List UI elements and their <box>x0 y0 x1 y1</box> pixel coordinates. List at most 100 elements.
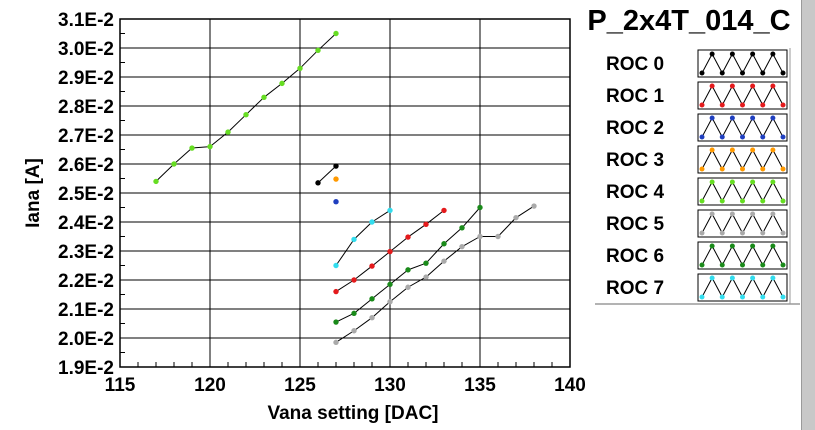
data-point <box>477 233 483 240</box>
data-point <box>531 203 537 209</box>
data-point <box>405 284 411 290</box>
legend-swatch-marker <box>729 115 735 121</box>
legend-swatch-marker <box>699 134 705 140</box>
series-line-segment <box>281 67 301 84</box>
legend-swatch-marker <box>760 262 766 268</box>
series-line-segment <box>263 82 283 98</box>
x-tick-label: 140 <box>554 375 586 396</box>
legend-swatch-marker <box>719 262 725 268</box>
series-line-segment <box>497 217 517 237</box>
legend-label: ROC 0 <box>606 54 664 75</box>
series-line-segment <box>173 147 193 165</box>
y-tick-label: 1.9E-2 <box>58 358 114 379</box>
legend-swatch-marker <box>709 243 715 249</box>
legend-swatch-marker <box>770 115 776 121</box>
legend-swatch-marker <box>760 134 766 140</box>
legend-swatch-marker <box>699 166 705 172</box>
data-point <box>387 248 393 255</box>
legend-swatch-marker <box>750 179 756 185</box>
y-tick-label: 2.9E-2 <box>58 68 114 89</box>
legend-swatch-marker <box>770 51 776 57</box>
legend-swatch-marker <box>780 198 786 204</box>
data-point <box>387 299 393 305</box>
legend-swatch-marker <box>729 211 735 217</box>
series-line-segment <box>155 163 175 182</box>
legend-swatch-marker <box>699 230 705 236</box>
legend-swatch-marker <box>740 294 745 300</box>
legend-swatch-marker <box>709 211 715 217</box>
legend-swatch-marker <box>780 102 786 108</box>
legend-items: ROC 0 ROC 1 ROC 2 ROC 3 ROC 4 ROC 5 ROC 6 ROC 7 <box>606 49 788 302</box>
series-line-segment <box>389 236 409 252</box>
series-line-segment <box>371 251 391 267</box>
data-point <box>225 129 231 135</box>
series-layer <box>153 30 537 346</box>
legend-label: ROC 7 <box>606 278 664 299</box>
series-line-segment <box>227 114 247 133</box>
series-line-segment <box>425 243 445 264</box>
window-right-edge <box>801 0 815 430</box>
series-line-segment <box>317 165 337 184</box>
y-tick-label: 2.1E-2 <box>58 300 114 321</box>
data-point <box>333 319 339 325</box>
x-tick-label: 120 <box>194 375 226 396</box>
legend-swatch-marker <box>740 70 745 76</box>
series-roc-4 <box>153 30 339 185</box>
legend-label: ROC 3 <box>606 150 664 171</box>
data-point <box>333 30 339 37</box>
legend-swatch-marker <box>770 147 776 153</box>
data-point <box>315 47 321 54</box>
x-tick-label: 125 <box>284 375 316 396</box>
axis-ticks: 115 120 125 130 135 140 1.9E-2 2.0E-2 2.1E-2 2.2E… <box>58 10 586 396</box>
data-point <box>189 145 195 151</box>
y-tick-label: 2.2E-2 <box>58 271 114 292</box>
series-line-segment <box>353 221 373 240</box>
series-line-segment <box>407 276 427 288</box>
y-tick-label: 3.1E-2 <box>58 10 114 31</box>
data-point <box>261 94 267 101</box>
plot-title: P_2x4T_014_C <box>587 5 790 37</box>
legend-swatch-marker <box>740 134 745 140</box>
legend-swatch-marker <box>760 230 766 236</box>
x-tick-label: 135 <box>464 375 496 396</box>
legend-label: ROC 6 <box>606 246 664 267</box>
data-point <box>369 315 375 321</box>
series-line-segment <box>317 33 337 51</box>
legend-swatch-marker <box>780 230 786 236</box>
data-point <box>405 234 411 240</box>
legend-swatch-marker <box>750 83 756 89</box>
series-line-segment <box>353 317 373 332</box>
series-line-segment <box>371 209 391 223</box>
legend-swatch-marker <box>770 275 776 281</box>
data-point <box>279 80 285 87</box>
legend-swatch-marker <box>719 70 725 76</box>
legend-swatch-marker <box>729 51 735 57</box>
legend-swatch-marker <box>709 115 715 121</box>
data-point <box>477 204 483 211</box>
legend-item: ROC 0 <box>606 49 788 78</box>
data-point <box>369 219 375 225</box>
legend-swatch-marker <box>699 198 705 204</box>
legend-swatch-marker <box>750 243 756 249</box>
data-point <box>351 277 357 283</box>
y-tick-label: 3.0E-2 <box>58 39 114 60</box>
legend-label: ROC 5 <box>606 214 665 235</box>
series-line-segment <box>209 131 229 147</box>
series-line-segment <box>353 298 373 314</box>
series-line-segment <box>443 227 463 245</box>
legend-swatch-marker <box>780 134 786 140</box>
legend-swatch-marker <box>719 102 725 108</box>
series-line-segment <box>407 262 427 271</box>
series-line-segment <box>371 301 391 319</box>
data-point <box>441 241 447 247</box>
legend-swatch-marker <box>750 211 756 217</box>
x-tick-label: 115 <box>105 375 136 396</box>
legend: ROC 0 ROC 1 ROC 2 ROC 3 ROC 4 ROC 5 ROC 6 ROC 7 <box>595 48 802 310</box>
legend-swatch-marker <box>709 179 715 185</box>
legend-label: ROC 1 <box>606 86 665 107</box>
data-point <box>423 260 429 266</box>
data-point <box>513 214 519 221</box>
legend-label: ROC 2 <box>606 118 664 139</box>
legend-swatch-marker <box>709 275 715 281</box>
legend-swatch-marker <box>760 198 766 204</box>
